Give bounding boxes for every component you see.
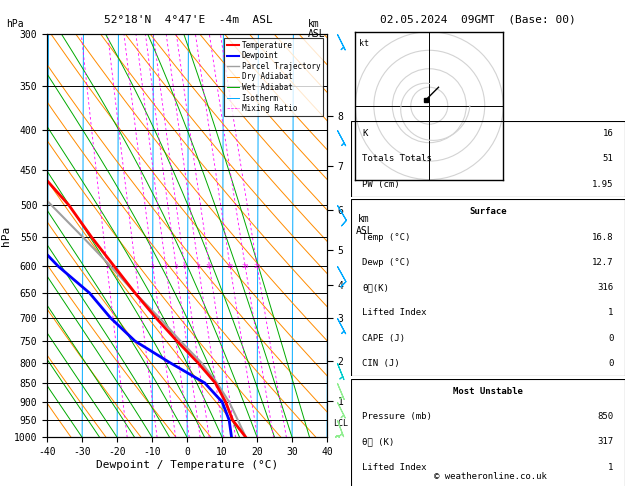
- Text: 52°18'N  4°47'E  -4m  ASL: 52°18'N 4°47'E -4m ASL: [104, 15, 273, 25]
- Text: θᴄ(K): θᴄ(K): [362, 283, 389, 292]
- Text: 3: 3: [151, 264, 155, 269]
- Text: 51: 51: [603, 155, 614, 163]
- Text: 6: 6: [182, 264, 186, 269]
- Text: Pressure (mb): Pressure (mb): [362, 412, 431, 421]
- Text: Most Unstable: Most Unstable: [453, 387, 523, 396]
- Y-axis label: km
ASL: km ASL: [355, 214, 373, 236]
- Text: 1: 1: [105, 264, 109, 269]
- Text: Totals Totals: Totals Totals: [362, 155, 431, 163]
- Text: 316: 316: [598, 283, 614, 292]
- Text: 1.95: 1.95: [592, 180, 614, 189]
- Text: 16: 16: [603, 129, 614, 138]
- X-axis label: Dewpoint / Temperature (°C): Dewpoint / Temperature (°C): [96, 460, 278, 470]
- Text: PW (cm): PW (cm): [362, 180, 399, 189]
- Text: © weatheronline.co.uk: © weatheronline.co.uk: [434, 472, 547, 481]
- Y-axis label: hPa: hPa: [1, 226, 11, 246]
- Text: hPa: hPa: [6, 19, 24, 30]
- Text: 2: 2: [133, 264, 137, 269]
- Text: Surface: Surface: [469, 208, 506, 216]
- Text: 15: 15: [226, 264, 234, 269]
- Text: 317: 317: [598, 437, 614, 446]
- Text: CIN (J): CIN (J): [362, 359, 399, 368]
- Text: 02.05.2024  09GMT  (Base: 00): 02.05.2024 09GMT (Base: 00): [380, 15, 576, 25]
- Text: 5: 5: [174, 264, 178, 269]
- Text: CAPE (J): CAPE (J): [362, 334, 405, 343]
- Text: 8: 8: [196, 264, 200, 269]
- Text: 4: 4: [164, 264, 168, 269]
- Text: km
ASL: km ASL: [308, 19, 326, 39]
- Text: Lifted Index: Lifted Index: [362, 309, 426, 317]
- Text: 850: 850: [598, 412, 614, 421]
- Text: LCL: LCL: [333, 419, 348, 428]
- Text: 0: 0: [608, 334, 614, 343]
- Text: 1: 1: [608, 309, 614, 317]
- Legend: Temperature, Dewpoint, Parcel Trajectory, Dry Adiabat, Wet Adiabat, Isotherm, Mi: Temperature, Dewpoint, Parcel Trajectory…: [224, 38, 323, 116]
- Text: Dewp (°C): Dewp (°C): [362, 258, 410, 267]
- Text: Lifted Index: Lifted Index: [362, 463, 426, 471]
- Text: 1: 1: [608, 463, 614, 471]
- Text: 25: 25: [253, 264, 261, 269]
- Text: 10: 10: [206, 264, 213, 269]
- Text: 12.7: 12.7: [592, 258, 614, 267]
- Text: K: K: [362, 129, 367, 138]
- Text: Temp (°C): Temp (°C): [362, 233, 410, 242]
- Text: 16.8: 16.8: [592, 233, 614, 242]
- Text: kt: kt: [359, 39, 369, 48]
- Text: 0: 0: [608, 359, 614, 368]
- Text: θᴄ (K): θᴄ (K): [362, 437, 394, 446]
- Text: 20: 20: [242, 264, 249, 269]
